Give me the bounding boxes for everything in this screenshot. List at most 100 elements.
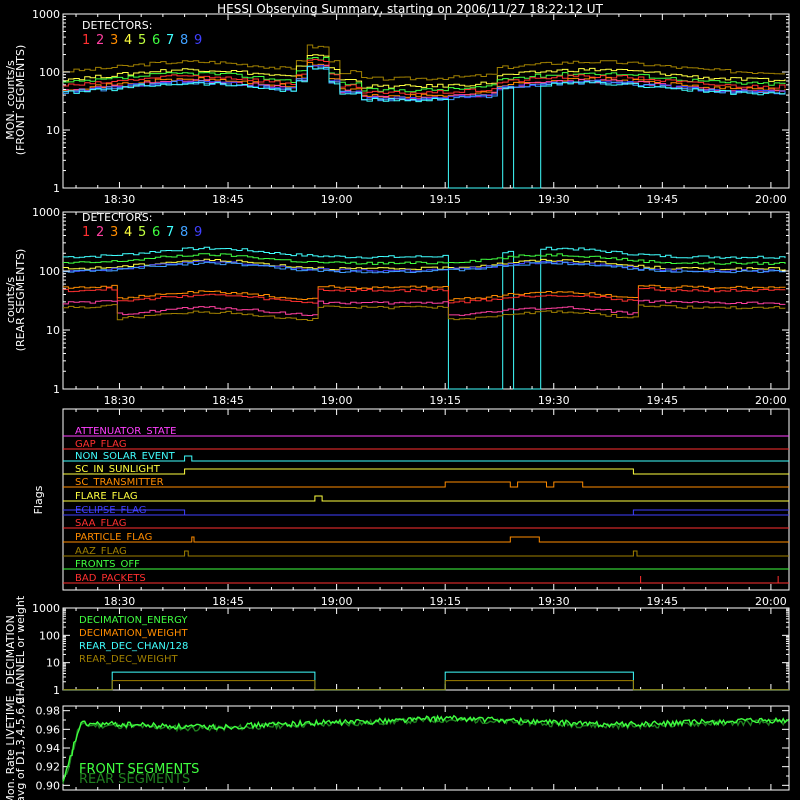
decimation-legend-3: REAR_DEC_CHAN/128 (79, 641, 188, 652)
decimation-legend-4: REAR_DEC_WEIGHT (79, 654, 178, 665)
y-tick-label: 0.94 (36, 742, 61, 755)
y-tick-label: 100 (39, 265, 60, 278)
x-tick-label: 18:30 (104, 595, 136, 608)
y-tick-label: 0.98 (36, 705, 61, 718)
legend-detector-2: 2 (96, 33, 104, 48)
livetime-series-line-2 (62, 714, 789, 782)
legend-detector-7: 7 (166, 33, 174, 48)
y-tick-label: 10 (46, 324, 60, 337)
chart-title: HESSI Observing Summary, starting on 200… (217, 2, 603, 16)
x-tick-label: 20:00 (755, 595, 787, 608)
x-tick-label: 18:30 (104, 193, 136, 206)
y-axis-label: Mon. Rate LIVETIME (4, 695, 17, 800)
x-tick-label: 19:45 (646, 394, 678, 407)
rear-series-line-6 (63, 284, 786, 301)
flag-label: SC_TRANSMITTER (75, 477, 164, 488)
flag-label: SC_IN_SUNLIGHT (75, 464, 161, 475)
flag-label: GAP_FLAG (75, 439, 127, 450)
y-axis-label: MON. counts/s (4, 60, 17, 140)
x-tick-label: 18:30 (104, 394, 136, 407)
flag-line-non-solar-event (63, 455, 789, 462)
y-axis-label-2: (REAR SEGMENTS) (14, 249, 27, 352)
y-tick-label: 1000 (32, 206, 60, 219)
rear-series-line-8 (63, 299, 786, 316)
legend-detector-8: 8 (180, 225, 188, 240)
x-tick-label: 19:15 (429, 193, 461, 206)
flag-label: FRONTS_OFF (75, 559, 140, 570)
rear-series-line-5 (63, 261, 786, 274)
y-axis-label: DECIMATION (4, 615, 17, 684)
x-tick-label: 19:30 (538, 595, 570, 608)
flags-panel-frame (62, 408, 790, 591)
decimation-legend-1: DECIMATION_ENERGY (79, 615, 188, 626)
legend-title: DETECTORS: (82, 19, 152, 32)
rear-dec-weight-line (63, 680, 789, 691)
flag-label: BAD_PACKETS (75, 573, 146, 584)
legend-detector-6: 6 (152, 225, 160, 240)
y-axis-label-2: (FRONT SEGMENTS) (14, 45, 27, 155)
flag-line-sc-in-sunlight (63, 468, 789, 475)
y-tick-label: 1000 (32, 602, 60, 615)
legend-detector-5: 5 (138, 33, 146, 48)
x-tick-label: 19:00 (321, 193, 353, 206)
x-tick-label: 19:15 (429, 595, 461, 608)
rear-series-line-9 (63, 304, 786, 321)
x-tick-label: 18:45 (212, 193, 244, 206)
rear-series-line-1 (63, 246, 786, 390)
x-tick-label: 19:30 (538, 193, 570, 206)
x-tick-label: 18:45 (212, 595, 244, 608)
x-tick-label: 19:45 (646, 193, 678, 206)
x-tick-label: 19:45 (646, 595, 678, 608)
livetime-legend-1: FRONT SEGMENTS (79, 762, 199, 777)
y-tick-label: 0.92 (36, 761, 61, 774)
y-axis-label: counts/s (4, 277, 17, 323)
legend-detector-9: 9 (194, 225, 202, 240)
flag-label: FLARE_FLAG (75, 491, 138, 502)
front-series-line-9 (63, 65, 786, 189)
x-tick-label: 20:00 (755, 394, 787, 407)
legend-detector-9: 9 (194, 33, 202, 48)
legend-detector-6: 6 (152, 33, 160, 48)
rear-series-line-4 (63, 260, 786, 273)
x-tick-label: 20:00 (755, 193, 787, 206)
front-series-line-4 (63, 58, 786, 95)
y-tick-label: 1 (53, 182, 60, 195)
legend-detector-1: 1 (82, 225, 90, 240)
legend-detector-4: 4 (124, 33, 132, 48)
legend-detector-1: 1 (82, 33, 90, 48)
x-tick-label: 19:00 (321, 394, 353, 407)
flags-y-label: Flags (32, 485, 45, 514)
y-tick-label: 0.90 (36, 779, 61, 792)
front-series-line-2 (63, 54, 786, 89)
y-tick-label: 1 (53, 684, 60, 697)
y-tick-label: 1000 (32, 8, 60, 21)
x-tick-label: 18:45 (212, 394, 244, 407)
flag-line-eclipse-flag (63, 509, 789, 516)
x-tick-label: 19:30 (538, 394, 570, 407)
legend-detector-7: 7 (166, 225, 174, 240)
y-tick-label: 0.96 (36, 723, 61, 736)
x-tick-label: 19:00 (321, 595, 353, 608)
flag-line-sc-transmitter (63, 481, 789, 488)
decimation-legend-2: DECIMATION_WEIGHT (79, 628, 188, 639)
y-tick-label: 100 (39, 66, 60, 79)
legend-detector-4: 4 (124, 225, 132, 240)
flag-label: NON_SOLAR_EVENT (75, 451, 176, 462)
legend-detector-8: 8 (180, 33, 188, 48)
rear-panel-frame (62, 211, 790, 390)
flag-line-aaz-flag (63, 550, 789, 557)
flag-label: PARTICLE_FLAG (75, 532, 152, 543)
y-tick-label: 100 (39, 629, 60, 642)
livetime-legend-2: REAR SEGMENTS (79, 772, 190, 787)
y-axis-label-2: avg of D1,3,4,5,6,9 (14, 697, 27, 800)
front-series-line-1 (63, 44, 785, 81)
rear-series-line-2 (63, 253, 786, 265)
flag-label: SAA_FLAG (75, 518, 126, 529)
legend-detector-2: 2 (96, 225, 104, 240)
legend-title: DETECTORS: (82, 211, 152, 224)
flag-line-flare-flag (63, 495, 789, 502)
x-tick-label: 19:15 (429, 394, 461, 407)
flag-label: ATTENUATOR_STATE (75, 426, 176, 437)
rear-series-line-7 (63, 287, 786, 304)
